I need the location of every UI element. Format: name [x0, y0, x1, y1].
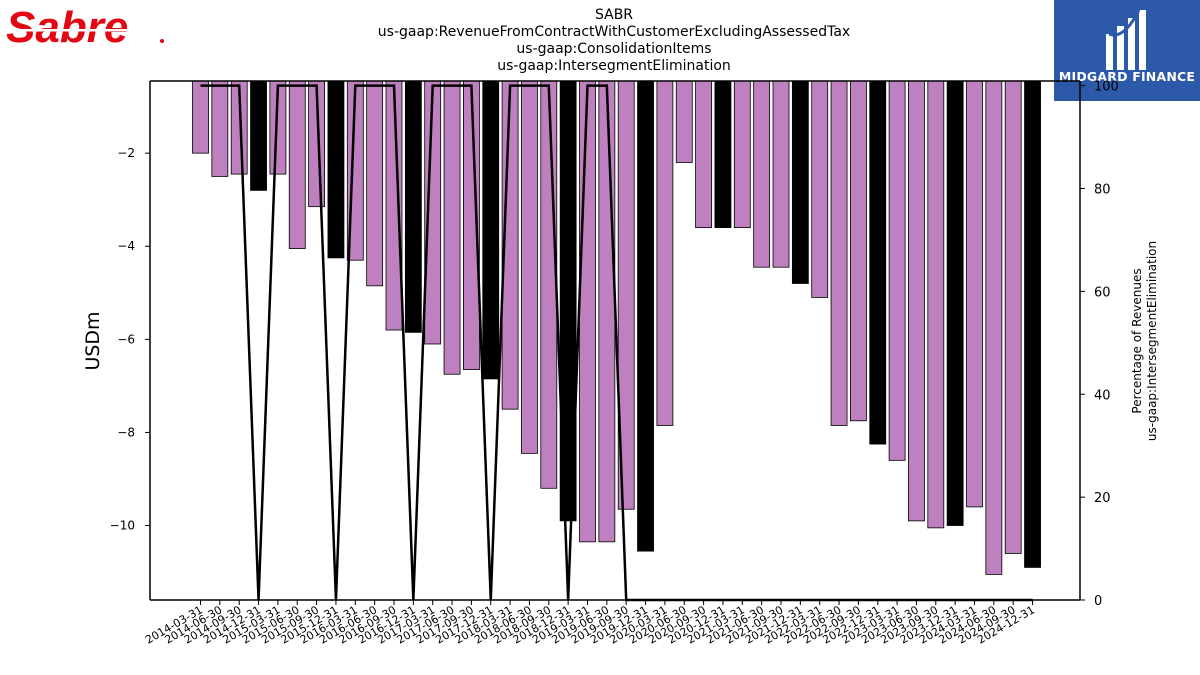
- bar-2024-06-30: [985, 80, 1003, 575]
- bar-2023-09-30: [927, 80, 945, 529]
- bar-2018-06-30: [521, 80, 538, 454]
- bar-2021-06-30: [753, 80, 771, 268]
- bar-2015-06-30: [288, 80, 306, 249]
- bar-2024-03-31: [966, 80, 983, 508]
- bar-2024-09-30: [1004, 80, 1022, 554]
- bar-2020-06-30: [675, 80, 693, 163]
- y-tick-label: −10: [110, 519, 135, 533]
- y-right-tick-label: 80: [1094, 183, 1111, 198]
- y-right-tick-label: 40: [1094, 388, 1111, 403]
- y-axis-label: USDm: [82, 311, 104, 370]
- bar-2021-03-31: [733, 80, 751, 229]
- midgard-emblem-icon: [1106, 9, 1146, 70]
- bar-2017-12-31: [482, 80, 500, 380]
- y-tick-label: −8: [117, 425, 135, 439]
- bar-2021-09-30: [772, 80, 790, 268]
- y-right-axis-label-line1: Percentage of Revenues: [1130, 268, 1144, 413]
- bar-2023-12-31: [946, 80, 964, 526]
- bar-2021-12-31: [791, 80, 809, 284]
- bar-2014-12-31: [250, 80, 267, 191]
- bar-2023-03-31: [888, 80, 906, 461]
- chart-title: SABR us-gaap:RevenueFromContractWithCust…: [314, 7, 914, 75]
- bar-2015-12-31: [327, 80, 345, 259]
- bar-2020-09-30: [695, 80, 712, 229]
- title-line-member: us-gaap:IntersegmentElimination: [497, 58, 731, 74]
- bar-2019-03-31: [579, 80, 596, 543]
- bar-2023-06-30: [908, 80, 925, 522]
- y-tick-label: −4: [117, 239, 135, 253]
- bar-2022-09-30: [850, 80, 867, 422]
- bar-2024-12-31: [1024, 80, 1041, 568]
- bar-2022-12-31: [869, 80, 887, 445]
- y-tick-label: −6: [117, 332, 135, 346]
- title-line-ticker: SABR: [594, 7, 634, 23]
- bar-2017-06-30: [443, 80, 461, 375]
- sabre-logo-swoosh: [8, 29, 156, 32]
- y-right-tick-label: 60: [1094, 285, 1111, 300]
- percentage-line: [200, 84, 1033, 602]
- registered-mark-icon: [160, 39, 164, 43]
- bar-2014-06-30: [211, 80, 229, 177]
- sabre-logo-text: Sabre: [6, 3, 128, 52]
- bar-2018-09-30: [540, 80, 558, 489]
- bar-2019-06-30: [598, 80, 616, 543]
- y-right-tick-label: 0: [1094, 594, 1102, 609]
- midgard-finance-logo: MIDGARD FINANCE: [1054, 0, 1200, 101]
- bar-2014-03-31: [192, 80, 209, 154]
- bar-2020-12-31: [714, 80, 732, 229]
- bar-2016-12-31: [404, 80, 422, 333]
- bar-2022-06-30: [830, 80, 848, 426]
- title-line-concept: us-gaap:RevenueFromContractWithCustomerE…: [377, 24, 851, 40]
- y-right-tick-label: 20: [1094, 491, 1111, 506]
- title-line-axis: us-gaap:ConsolidationItems: [516, 41, 712, 57]
- y-right-axis-label-line2: us-gaap:IntersegmentElimination: [1145, 241, 1159, 441]
- bar-2022-03-31: [811, 80, 829, 298]
- brand-name: MIDGARD FINANCE: [1058, 69, 1196, 84]
- bar-2020-03-31: [656, 80, 674, 426]
- sabre-logo: Sabre: [4, 2, 174, 54]
- bar-2019-12-31: [637, 80, 654, 552]
- y-right-tick-label: 100: [1094, 80, 1119, 95]
- y-tick-label: −2: [117, 146, 135, 160]
- bar-2016-06-30: [366, 80, 384, 287]
